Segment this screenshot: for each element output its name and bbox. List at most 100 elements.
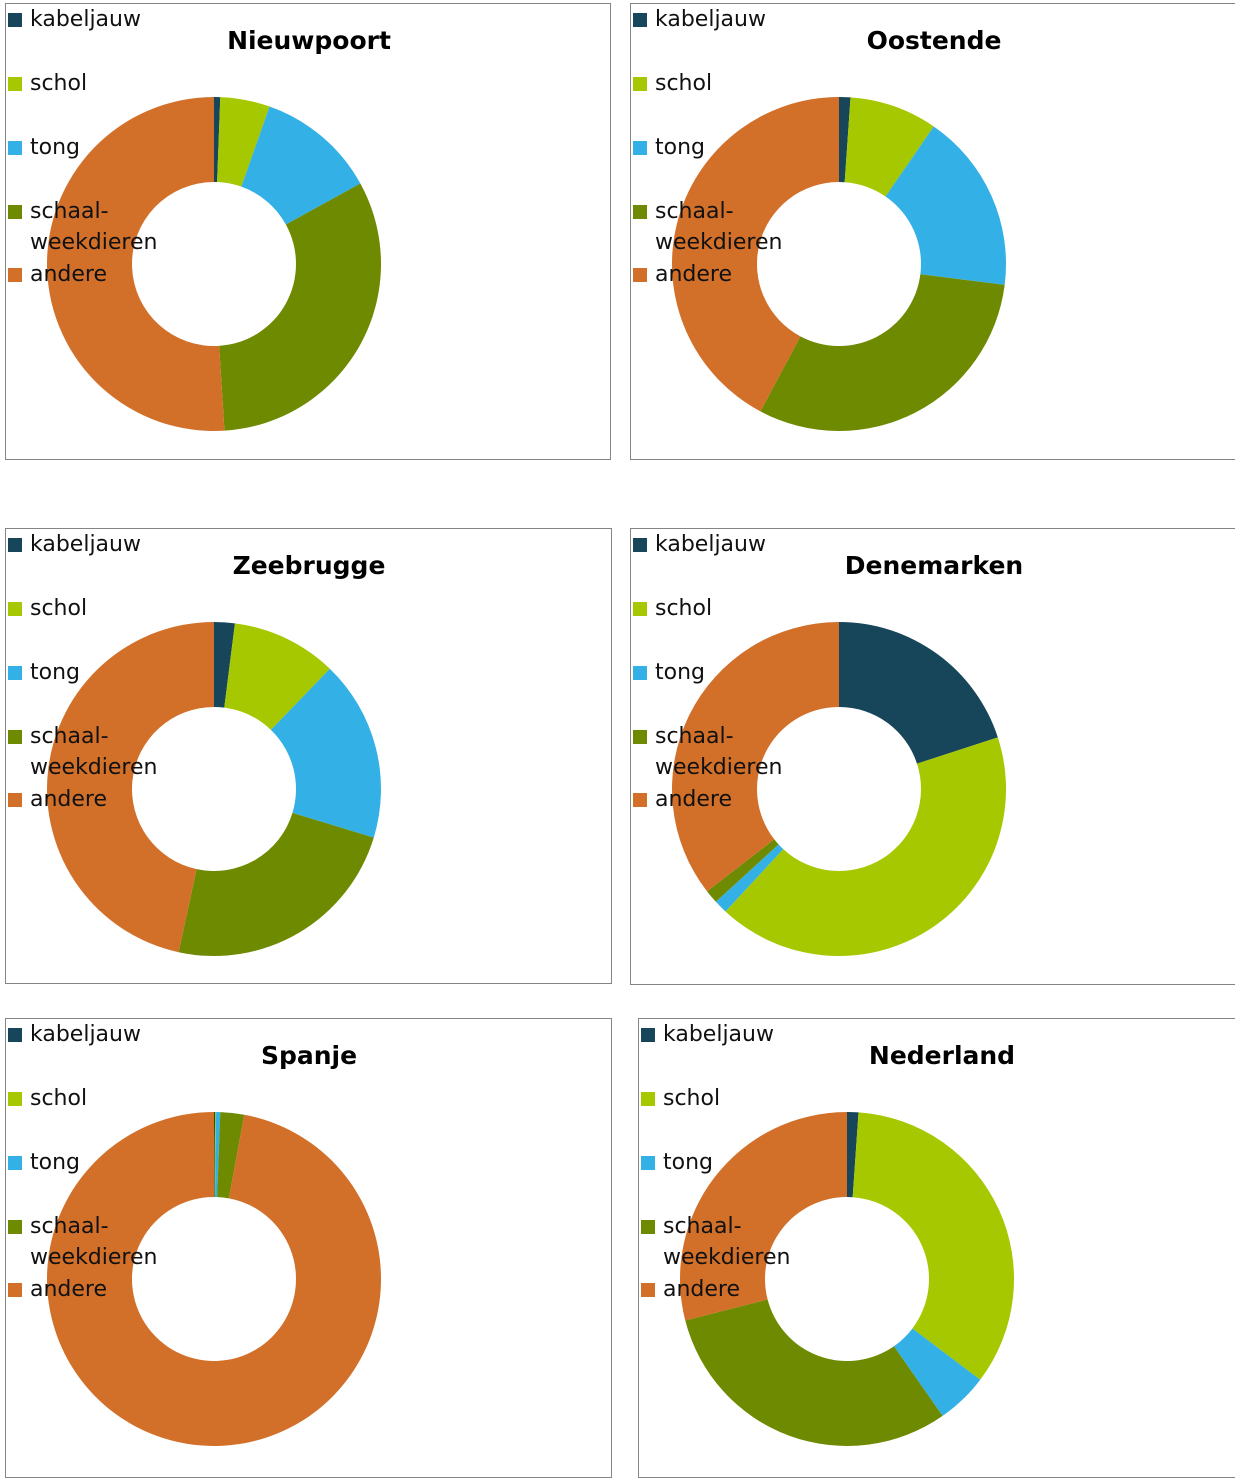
chart-panel: kabeljauw schol tong schaal- weekdieren ande… xyxy=(5,3,611,460)
legend-entry: schol xyxy=(6,593,230,624)
legend-swatch xyxy=(633,538,647,552)
chart-title: Nederland xyxy=(868,1041,1016,1070)
donut-chart xyxy=(672,96,1006,431)
legend-label: andere xyxy=(655,787,733,812)
legend-entry: andere xyxy=(631,784,855,815)
legend-swatch xyxy=(633,666,647,680)
legend-entry: kabeljauw xyxy=(6,1019,230,1050)
donut-segment xyxy=(214,1112,217,1198)
legend-label: schol xyxy=(30,1086,88,1111)
chart-panel: kabeljauw schol tong schaal- weekdieren ande… xyxy=(630,3,1235,460)
legend-entry: schol xyxy=(6,1083,230,1114)
legend-swatch xyxy=(633,793,647,807)
legend-swatch xyxy=(633,268,647,282)
donut-segment xyxy=(217,97,270,187)
donut-segment xyxy=(707,839,779,902)
donut-segment xyxy=(219,183,381,431)
legend-label: schol xyxy=(30,596,88,621)
legend-label: kabeljauw xyxy=(655,7,766,32)
legend-entry: schaal- weekdieren xyxy=(6,721,230,783)
donut-segment xyxy=(47,1112,382,1446)
legend-entry: kabeljauw xyxy=(6,529,230,560)
legend-entry: tong xyxy=(6,1147,230,1178)
donut-segment xyxy=(47,97,225,431)
donut-segment xyxy=(847,1112,859,1198)
legend-label: kabeljauw xyxy=(30,1022,141,1047)
legend-label: schaal- weekdieren xyxy=(663,1214,791,1270)
legend-entry: schol xyxy=(631,593,855,624)
legend-entry: andere xyxy=(6,784,230,815)
donut-segment xyxy=(46,622,214,953)
legend-entry: schaal- weekdieren xyxy=(6,1211,230,1273)
legend-label: schol xyxy=(663,1086,721,1111)
donut-segment xyxy=(725,737,1006,956)
legend-label: schol xyxy=(655,71,713,96)
legend-swatch xyxy=(8,793,22,807)
legend-label: schol xyxy=(655,596,713,621)
legend-label: tong xyxy=(655,135,705,160)
legend-swatch xyxy=(8,141,22,155)
donut-segment xyxy=(839,622,998,764)
donut-segment xyxy=(215,1112,221,1198)
legend-swatch xyxy=(8,1220,22,1234)
legend-entry: andere xyxy=(631,259,855,290)
chart-panel: kabeljauw schol tong schaal- weekdieren ande… xyxy=(638,1018,1235,1478)
legend-swatch xyxy=(8,268,22,282)
donut-segment xyxy=(270,668,381,838)
legend-entry: kabeljauw xyxy=(631,529,855,560)
donut-segment xyxy=(224,623,330,730)
legend-entry: schaal- weekdieren xyxy=(6,196,230,258)
chart-title: Nieuwpoort xyxy=(227,26,391,55)
legend-label: andere xyxy=(30,1277,108,1302)
legend-swatch xyxy=(633,13,647,27)
legend-entry: kabeljauw xyxy=(6,4,230,35)
legend-entry: schaal- weekdieren xyxy=(631,721,855,783)
chart-title: Oostende xyxy=(866,26,1002,55)
chart-title: Denemarken xyxy=(844,551,1024,580)
legend-label: tong xyxy=(30,1150,80,1175)
donut-segment xyxy=(844,97,934,197)
legend-swatch xyxy=(8,1092,22,1106)
legend-entry: schol xyxy=(631,68,855,99)
donut-segment xyxy=(685,1299,943,1446)
donut-segment xyxy=(885,126,1006,285)
legend-label: andere xyxy=(663,1277,741,1302)
legend-entry: schol xyxy=(6,68,230,99)
legend-entry: schaal- weekdieren xyxy=(639,1211,863,1273)
legend-label: andere xyxy=(655,262,733,287)
legend-swatch xyxy=(8,13,22,27)
legend-label: schol xyxy=(30,71,88,96)
legend-label: schaal- weekdieren xyxy=(30,1214,158,1270)
legend-entry: tong xyxy=(631,132,855,163)
donut-segment xyxy=(760,274,1005,431)
chart-panel: kabeljauw schol tong schaal- weekdieren ande… xyxy=(5,528,612,984)
donut-segment xyxy=(672,622,839,892)
legend-swatch xyxy=(641,1028,655,1042)
legend-swatch xyxy=(633,141,647,155)
legend-swatch xyxy=(633,730,647,744)
legend-swatch xyxy=(641,1283,655,1297)
donut-segment xyxy=(839,97,851,183)
chart-panel: kabeljauw schol tong schaal- weekdieren ande… xyxy=(630,528,1235,985)
legend-swatch xyxy=(8,730,22,744)
chart-title: Spanje xyxy=(260,1041,358,1070)
legend-label: kabeljauw xyxy=(663,1022,774,1047)
legend-label: schaal- weekdieren xyxy=(655,199,783,255)
legend-entry: schaal- weekdieren xyxy=(631,196,855,258)
donut-segment xyxy=(214,622,235,708)
donut-segment xyxy=(214,1112,216,1198)
legend-label: kabeljauw xyxy=(30,532,141,557)
legend-swatch xyxy=(641,1156,655,1170)
donut-segment xyxy=(214,97,221,183)
legend-swatch xyxy=(8,538,22,552)
legend-label: kabeljauw xyxy=(655,532,766,557)
legend-label: kabeljauw xyxy=(30,7,141,32)
legend-entry: kabeljauw xyxy=(631,4,855,35)
donut-chart xyxy=(47,1112,382,1446)
legend-swatch xyxy=(8,205,22,219)
legend-swatch xyxy=(633,77,647,91)
donut-chart xyxy=(46,622,381,956)
donut-segment xyxy=(672,96,839,412)
donut-segment xyxy=(852,1112,1014,1380)
legend-swatch xyxy=(8,602,22,616)
